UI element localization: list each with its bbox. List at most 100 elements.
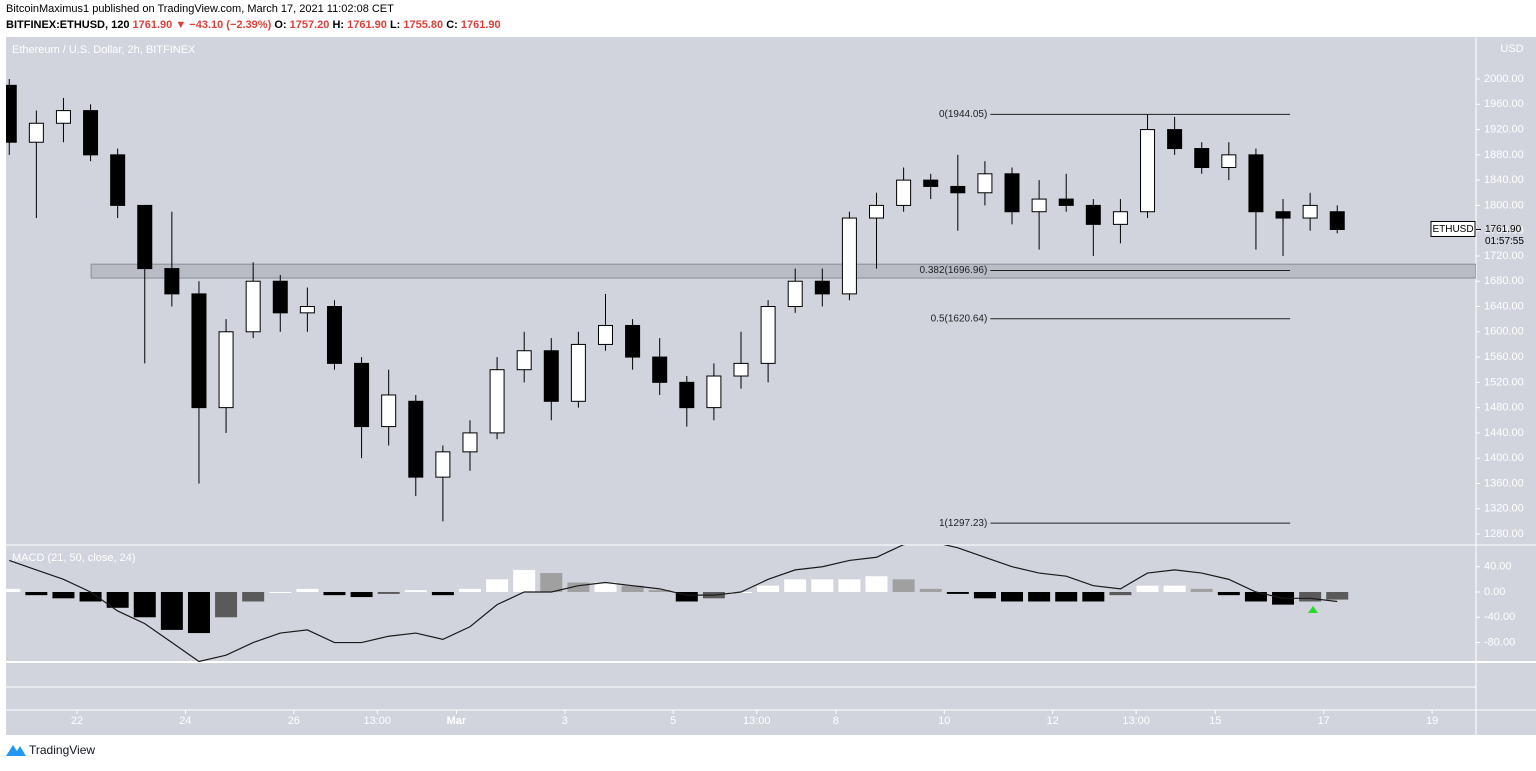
histogram-bar	[404, 590, 427, 593]
fib-label: 0(1944.05)	[939, 109, 987, 120]
y-tick-label: 1920.00	[1484, 123, 1524, 135]
histogram-bar	[486, 579, 509, 593]
candle-body	[381, 394, 397, 428]
histogram-bar	[79, 592, 102, 602]
y-tick-label: 2000.00	[1484, 73, 1524, 85]
y-tick-label: 1520.00	[1484, 376, 1524, 388]
histogram-bar	[6, 588, 21, 593]
candle-body	[516, 350, 532, 371]
histogram-bar	[1217, 592, 1240, 596]
fib-label: 0.382(1696.96)	[919, 265, 987, 276]
x-tick-label: 26	[288, 715, 300, 727]
histogram-bar	[892, 579, 915, 593]
histogram-bar	[106, 592, 129, 608]
x-tick-label: 22	[71, 715, 83, 727]
histogram-bar	[133, 592, 156, 618]
candle-body	[6, 84, 17, 143]
candle-body	[625, 324, 641, 358]
quote-part: O:	[274, 19, 286, 31]
y-tick-label: 1280.00	[1484, 528, 1524, 540]
candle-body	[814, 280, 830, 295]
candle-body	[462, 432, 478, 453]
y-tick-label: 1760.00	[1484, 225, 1524, 237]
quote-part: 1761.90	[461, 19, 501, 31]
histogram-bar	[160, 592, 183, 630]
candle-body	[408, 400, 424, 478]
candle-body	[218, 331, 234, 409]
y-tick-label: 1680.00	[1484, 275, 1524, 287]
y-tick-label: 1440.00	[1484, 427, 1524, 439]
x-tick-label: Mar	[447, 715, 467, 727]
candle-body	[55, 110, 71, 124]
histogram-bar	[811, 579, 834, 593]
countdown-text: 01:57:55	[1485, 236, 1524, 247]
histogram-bar	[323, 592, 346, 596]
histogram-bar	[567, 582, 590, 593]
price-tag-text: 1761.90	[1485, 224, 1522, 235]
quote-part: 1757.20	[290, 19, 330, 31]
histogram-bar	[187, 592, 210, 634]
candle-body	[1140, 129, 1156, 213]
histogram-bar	[431, 592, 454, 596]
x-tick-label: 19	[1426, 715, 1438, 727]
histogram-bar	[350, 592, 373, 598]
histogram-bar	[1055, 592, 1078, 602]
quote-part: BITFINEX:ETHUSD, 120	[6, 19, 129, 31]
histogram-bar	[1299, 592, 1322, 602]
histogram-bar	[648, 590, 671, 593]
axis-unit: USD	[1500, 43, 1523, 55]
candle-body	[299, 306, 315, 314]
histogram-bar	[946, 592, 969, 594]
candle-body	[570, 343, 586, 402]
x-tick-label: 12	[1047, 715, 1059, 727]
logo: TradingView	[6, 743, 95, 757]
quote-line: BITFINEX:ETHUSD, 120 1761.90 ▼ −43.10 (−…	[6, 19, 501, 31]
signal-arrow	[1308, 606, 1318, 613]
histogram-bar	[675, 592, 698, 602]
candle-body	[83, 110, 99, 156]
histogram-bar	[377, 592, 400, 594]
macd-title: MACD (21, 50, close, 24)	[12, 552, 136, 564]
histogram-bar	[513, 569, 536, 593]
candle-body	[435, 451, 451, 478]
y-tick-label: -80.00	[1484, 636, 1515, 648]
y-tick-label: 1840.00	[1484, 174, 1524, 186]
macd-line	[9, 545, 1338, 662]
candle-body	[543, 350, 559, 402]
y-tick-label: 1480.00	[1484, 402, 1524, 414]
candle-body	[245, 280, 261, 333]
candle-body	[1248, 154, 1264, 213]
histogram-bar	[973, 592, 996, 599]
histogram-bar	[1326, 592, 1349, 600]
pane-title: Ethereum / U.S. Dollar, 2h, BITFINEX	[12, 44, 196, 56]
candle-body	[597, 324, 613, 345]
histogram-bar	[1028, 592, 1051, 602]
y-tick-label: 40.00	[1484, 561, 1512, 573]
candle-body	[679, 381, 695, 409]
symbol-tag-text: ETHUSD	[1432, 224, 1473, 235]
y-tick-label: 0.00	[1484, 586, 1505, 598]
chart-background	[6, 37, 1536, 735]
histogram-bar	[269, 592, 292, 594]
histogram-bar	[621, 585, 644, 593]
candle-body	[1221, 154, 1237, 168]
quote-part: 1755.80	[403, 19, 443, 31]
quote-part: 1761.90 ▼ −43.10 (−2.39%)	[133, 19, 272, 31]
fib-label: 0.5(1620.64)	[931, 313, 988, 324]
y-tick-label: 1600.00	[1484, 326, 1524, 338]
x-tick-label: 15	[1209, 715, 1221, 727]
histogram-bar	[1244, 592, 1267, 602]
x-tick-label: 13:00	[364, 715, 392, 727]
candle-body	[841, 217, 857, 295]
histogram-bar	[1001, 592, 1024, 602]
histogram-bar	[215, 592, 238, 618]
y-tick-label: 1560.00	[1484, 351, 1524, 363]
histogram-bar	[1136, 585, 1159, 593]
quote-part: L:	[390, 19, 400, 31]
symbol-tag	[1430, 220, 1476, 237]
candle-body	[923, 179, 939, 187]
histogram-bar	[919, 588, 942, 593]
candle-body	[28, 122, 44, 143]
candle-body	[110, 154, 126, 206]
candle-body	[1167, 129, 1183, 150]
